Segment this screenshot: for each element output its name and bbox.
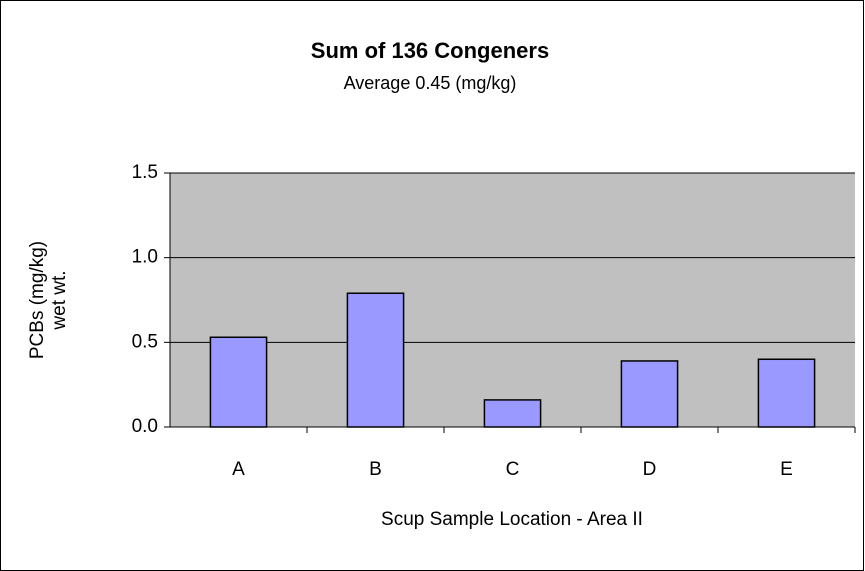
bar (483, 399, 542, 428)
x-tick-label: B (369, 459, 382, 480)
chart-title: Sum of 136 Congeners (311, 38, 549, 63)
x-tick-label: D (643, 459, 657, 480)
y-tick-label: 1.0 (132, 247, 158, 268)
y-axis-label: PCBs (mg/kg) (27, 241, 48, 359)
plot-area (170, 173, 855, 427)
y-tick-label: 0.0 (132, 416, 158, 437)
bar (757, 358, 816, 428)
x-tick-label: C (506, 459, 520, 480)
bar (620, 360, 679, 428)
y-tick-label: 0.5 (132, 331, 158, 352)
chart-subtitle: Average 0.45 (mg/kg) (344, 73, 517, 93)
y-axis-label: wet wt. (49, 270, 70, 330)
y-tick-label: 1.5 (132, 162, 158, 183)
x-tick-label: E (780, 459, 793, 480)
x-tick-label: A (232, 459, 245, 480)
x-axis-label: Scup Sample Location - Area II (381, 509, 643, 530)
bar (209, 336, 268, 428)
bar (346, 292, 405, 428)
